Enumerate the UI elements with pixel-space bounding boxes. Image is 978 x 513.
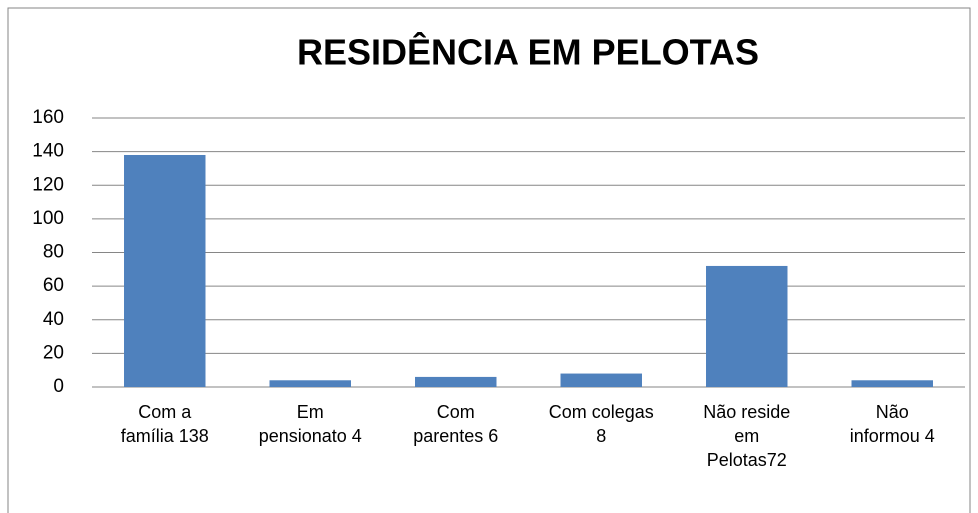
x-tick-label: Em pensionato 4 bbox=[258, 402, 362, 446]
y-tick-label: 120 bbox=[32, 174, 64, 195]
bar bbox=[560, 373, 642, 387]
y-tick-label: 0 bbox=[53, 376, 64, 397]
x-tick-label: Não informou 4 bbox=[849, 402, 935, 446]
x-tick-label: Com parentes 6 bbox=[413, 402, 499, 446]
y-tick-label: 20 bbox=[43, 342, 64, 363]
y-tick-label: 40 bbox=[43, 309, 64, 330]
x-tick-label: Com colegas 8 bbox=[548, 402, 654, 446]
chart-border bbox=[7, 7, 971, 513]
y-tick-label: 100 bbox=[32, 208, 64, 229]
bar bbox=[706, 265, 788, 387]
bar bbox=[269, 380, 351, 387]
x-tick-label: Não reside em Pelotas72 bbox=[703, 402, 791, 470]
y-tick-label: 140 bbox=[32, 141, 64, 162]
y-tick-label: 60 bbox=[43, 275, 64, 296]
bar bbox=[415, 376, 497, 387]
y-tick-label: 80 bbox=[43, 242, 64, 263]
y-tick-label: 160 bbox=[32, 107, 64, 128]
bar bbox=[851, 380, 933, 387]
chart-title: RESIDÊNCIA EM PELOTAS bbox=[297, 31, 759, 73]
bar bbox=[124, 154, 206, 387]
x-tick-label: Com a família 138 bbox=[120, 402, 209, 446]
